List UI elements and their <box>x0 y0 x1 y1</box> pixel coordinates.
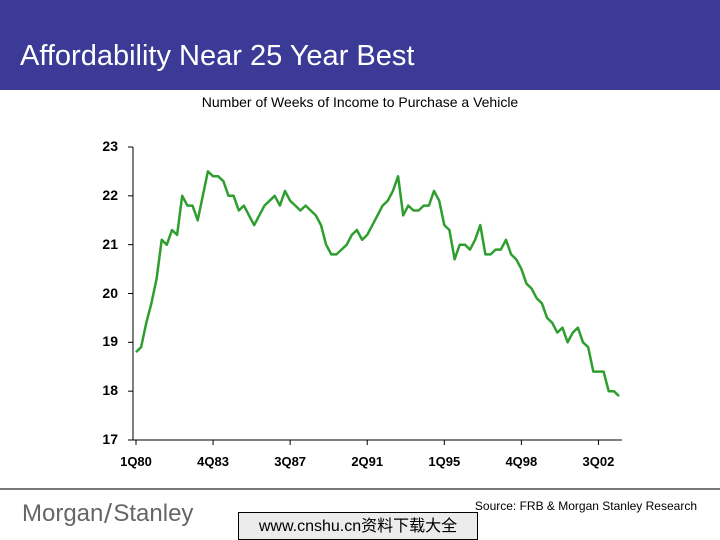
logo-slash-icon <box>104 503 113 523</box>
y-tick-label: 18 <box>102 382 118 399</box>
x-tick-label: 4Q83 <box>197 454 229 469</box>
x-tick-label: 4Q98 <box>505 454 538 469</box>
x-tick-label: 3Q02 <box>582 454 615 469</box>
y-tick-label: 19 <box>102 333 118 350</box>
y-tick-label: 20 <box>102 284 118 301</box>
title-bar <box>0 0 720 90</box>
y-tick-label: 21 <box>102 235 118 252</box>
x-tick-label: 1Q80 <box>120 454 152 469</box>
series-line-weeks-of-income <box>135 170 620 398</box>
x-tick-label: 1Q95 <box>428 454 461 469</box>
footer-divider <box>0 488 720 490</box>
y-tick-label: 23 <box>102 138 118 154</box>
x-tick-label: 2Q91 <box>351 454 384 469</box>
watermark-banner: www.cnshu.cn资料下载大全 <box>238 512 478 540</box>
chart-title: Number of Weeks of Income to Purchase a … <box>201 94 519 110</box>
chart-series <box>135 170 620 398</box>
slide-title: Affordability Near 25 Year Best <box>20 40 415 72</box>
source-note: Source: FRB & Morgan Stanley Research <box>474 499 697 513</box>
logo-word-left: Morgan <box>22 500 104 527</box>
x-tick-label: 3Q87 <box>274 454 307 469</box>
morgan-stanley-logo: Morgan Stanley <box>22 500 193 528</box>
y-tick-label: 17 <box>102 431 118 447</box>
y-tick-label: 22 <box>102 186 118 203</box>
logo-word-right: Stanley <box>113 500 194 527</box>
chart-axes <box>128 146 622 445</box>
